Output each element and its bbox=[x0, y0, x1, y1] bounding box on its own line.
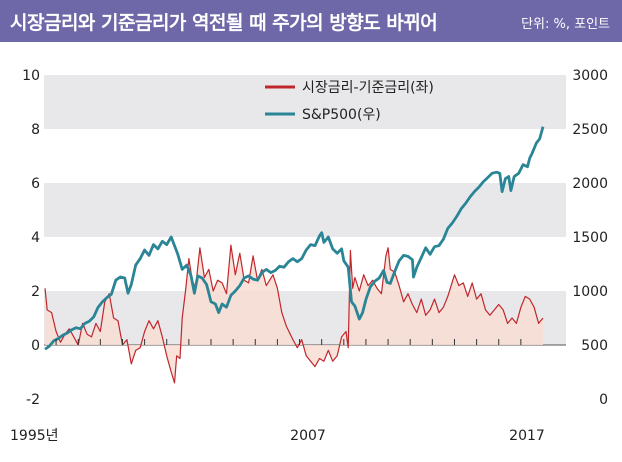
legend-label: 시장금리-기준금리(좌) bbox=[302, 80, 434, 96]
left-tick-label: 10 bbox=[22, 68, 40, 84]
x-tick-label: 1995년 bbox=[10, 428, 59, 444]
right-tick-label: 3000 bbox=[572, 68, 608, 84]
right-axis: 3000 2500 2000 1500 1000 500 0 bbox=[572, 68, 608, 408]
left-tick-label: 2 bbox=[31, 284, 40, 300]
spread-area-fill bbox=[45, 245, 543, 383]
spread-series-line bbox=[44, 244, 544, 384]
left-tick-label: 0 bbox=[31, 338, 40, 354]
right-tick-label: 0 bbox=[599, 392, 608, 408]
grid-band bbox=[44, 183, 566, 237]
legend-label: S&P500(우) bbox=[302, 107, 381, 123]
right-tick-label: 2000 bbox=[572, 176, 608, 192]
right-tick-label: 500 bbox=[581, 338, 608, 354]
left-tick-label: 6 bbox=[31, 176, 40, 192]
x-tick-label: 2017 bbox=[509, 428, 545, 444]
x-axis: 1995년 2007 2017 bbox=[10, 428, 545, 444]
series-lines bbox=[44, 126, 545, 384]
series-fill bbox=[45, 245, 543, 383]
sp500-series-line bbox=[44, 126, 545, 351]
right-tick-label: 2500 bbox=[572, 122, 608, 138]
left-tick-label: -2 bbox=[26, 392, 40, 408]
left-axis: 10 8 6 4 2 0 -2 bbox=[22, 68, 40, 408]
right-tick-label: 1500 bbox=[572, 230, 608, 246]
grid-band bbox=[44, 75, 566, 129]
left-tick-label: 4 bbox=[31, 230, 40, 246]
left-tick-label: 8 bbox=[31, 122, 40, 138]
chart-header: 시장금리와 기준금리가 역전될 때 주가의 방향도 바뀌어 단위: %, 포인트 bbox=[0, 0, 622, 42]
unit-label: 단위: %, 포인트 bbox=[521, 17, 610, 32]
chart-area: 10 8 6 4 2 0 -2 3000 2500 2000 1500 1000… bbox=[10, 68, 608, 444]
chart-title: 시장금리와 기준금리가 역전될 때 주가의 방향도 바뀌어 bbox=[10, 12, 438, 34]
x-tick-label: 2007 bbox=[290, 428, 326, 444]
legend: 시장금리-기준금리(좌) S&P500(우) bbox=[265, 80, 434, 123]
right-tick-label: 1000 bbox=[572, 284, 608, 300]
x-tick-marks bbox=[55, 339, 522, 345]
